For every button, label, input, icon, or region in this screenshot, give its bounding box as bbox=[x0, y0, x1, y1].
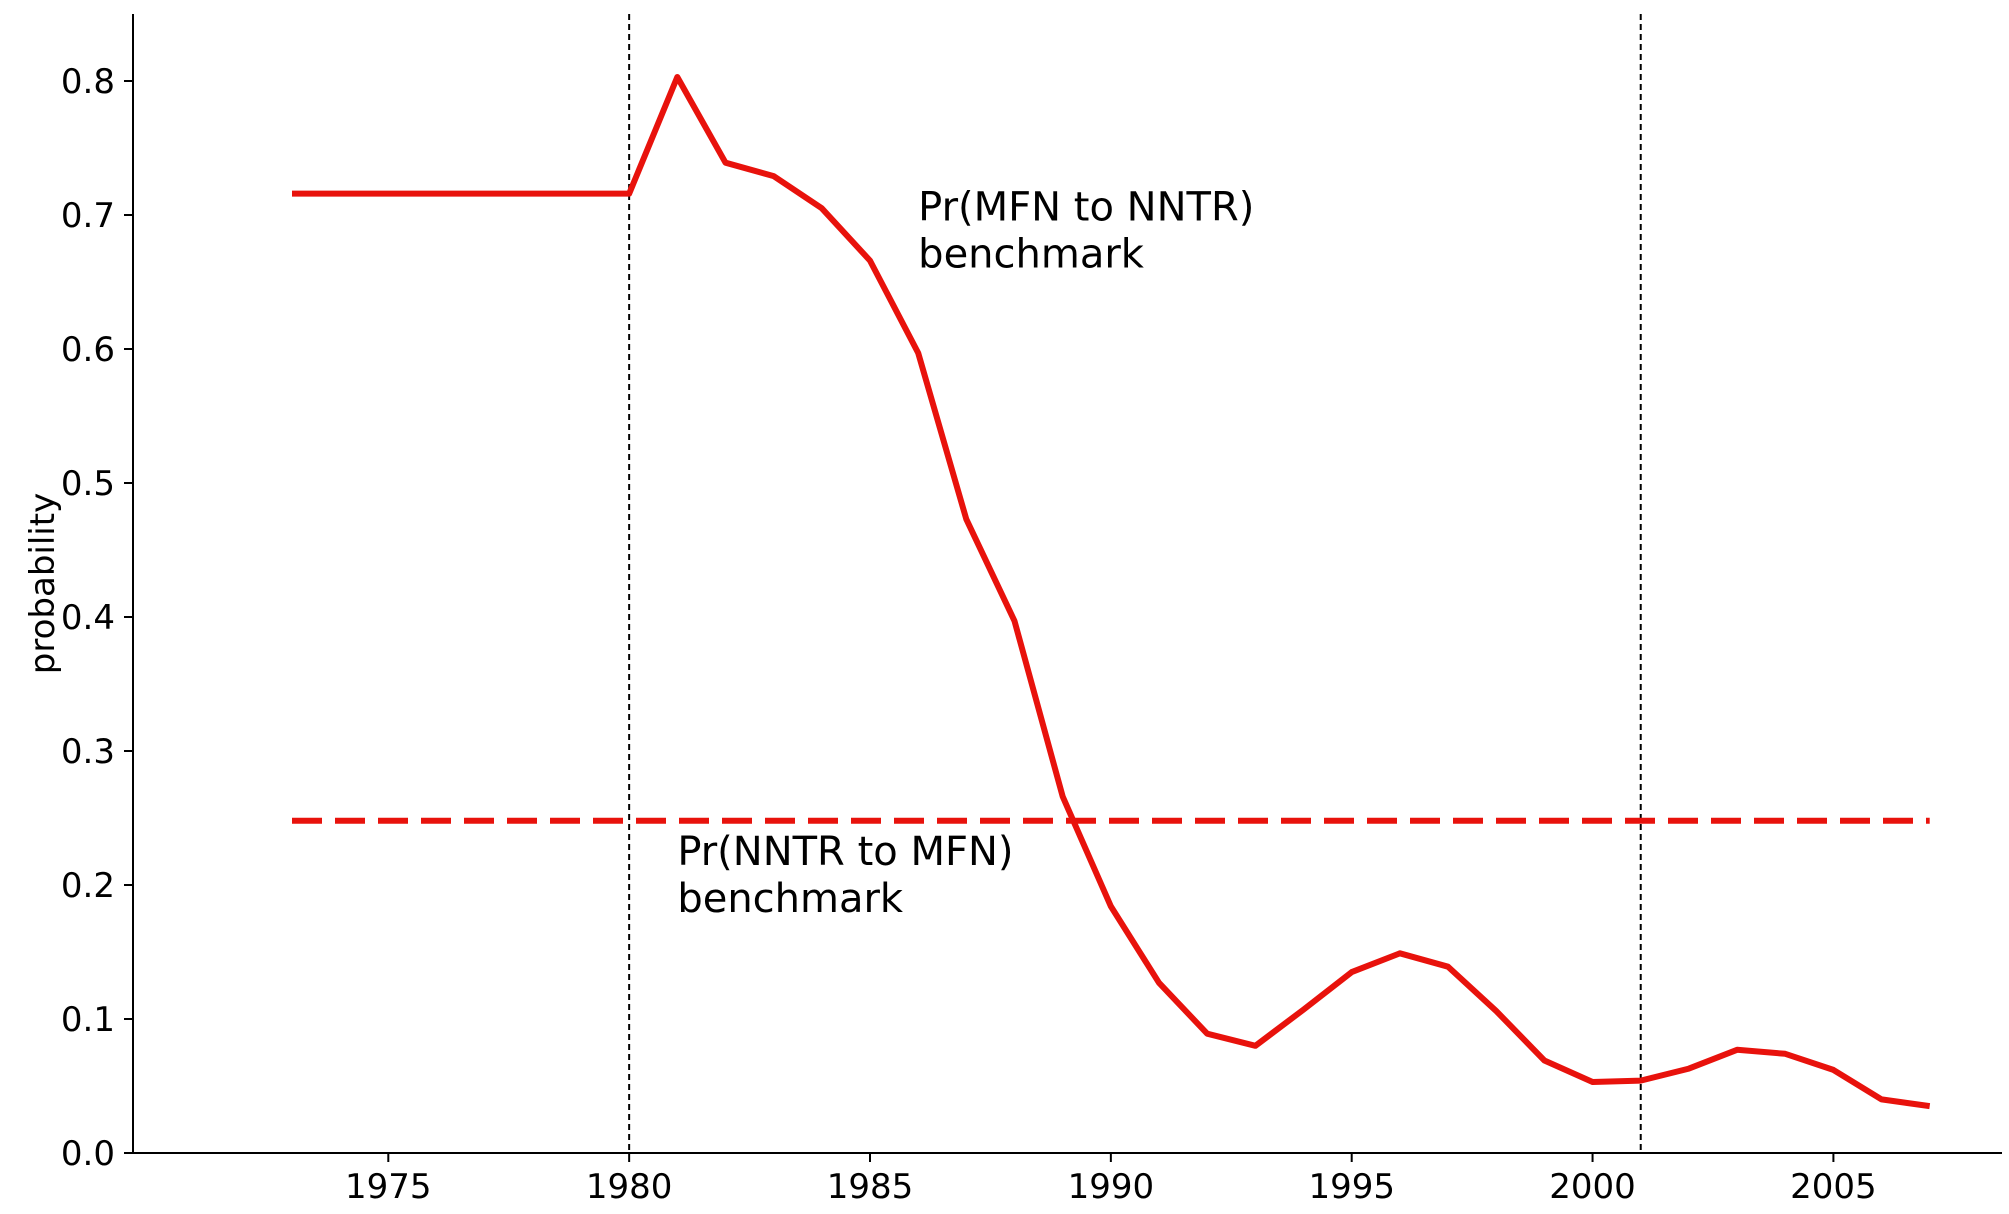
axes bbox=[132, 14, 2002, 1154]
annotation-label: Pr(NNTR to MFN) bbox=[677, 829, 1013, 875]
annotation-label: benchmark bbox=[677, 876, 904, 922]
y-tick-label: 0.7 bbox=[61, 196, 115, 236]
x-tick-label: 1980 bbox=[586, 1167, 673, 1207]
annotation-label: Pr(MFN to NNTR) bbox=[918, 184, 1254, 230]
x-axis-ticks: 1975 1980 1985 1990 1995 2000 2005 bbox=[345, 1153, 1877, 1207]
x-tick-label: 1975 bbox=[345, 1167, 432, 1207]
annotation-label: benchmark bbox=[918, 231, 1145, 277]
x-tick-label: 2000 bbox=[1549, 1167, 1636, 1207]
y-axis-title: probability bbox=[23, 493, 63, 674]
x-tick-label: 1990 bbox=[1068, 1167, 1155, 1207]
x-tick-label: 2005 bbox=[1790, 1167, 1877, 1207]
y-tick-label: 0.2 bbox=[61, 866, 115, 906]
x-tick-label: 1995 bbox=[1308, 1167, 1395, 1207]
probability-series-line bbox=[292, 74, 1931, 1110]
y-tick-label: 0.8 bbox=[61, 62, 115, 102]
y-tick-label: 0.5 bbox=[61, 464, 115, 504]
y-tick-label: 0.6 bbox=[61, 330, 115, 370]
y-axis-ticks: 0.0 0.1 0.2 0.3 0.4 0.5 0.6 0.7 0.8 bbox=[61, 62, 133, 1174]
y-tick-label: 0.3 bbox=[61, 732, 115, 772]
y-tick-label: 0.1 bbox=[61, 1000, 115, 1040]
y-tick-label: 0.4 bbox=[61, 598, 115, 638]
x-tick-label: 1985 bbox=[827, 1167, 914, 1207]
series-layer bbox=[292, 74, 1931, 1110]
y-tick-label: 0.0 bbox=[61, 1134, 115, 1174]
